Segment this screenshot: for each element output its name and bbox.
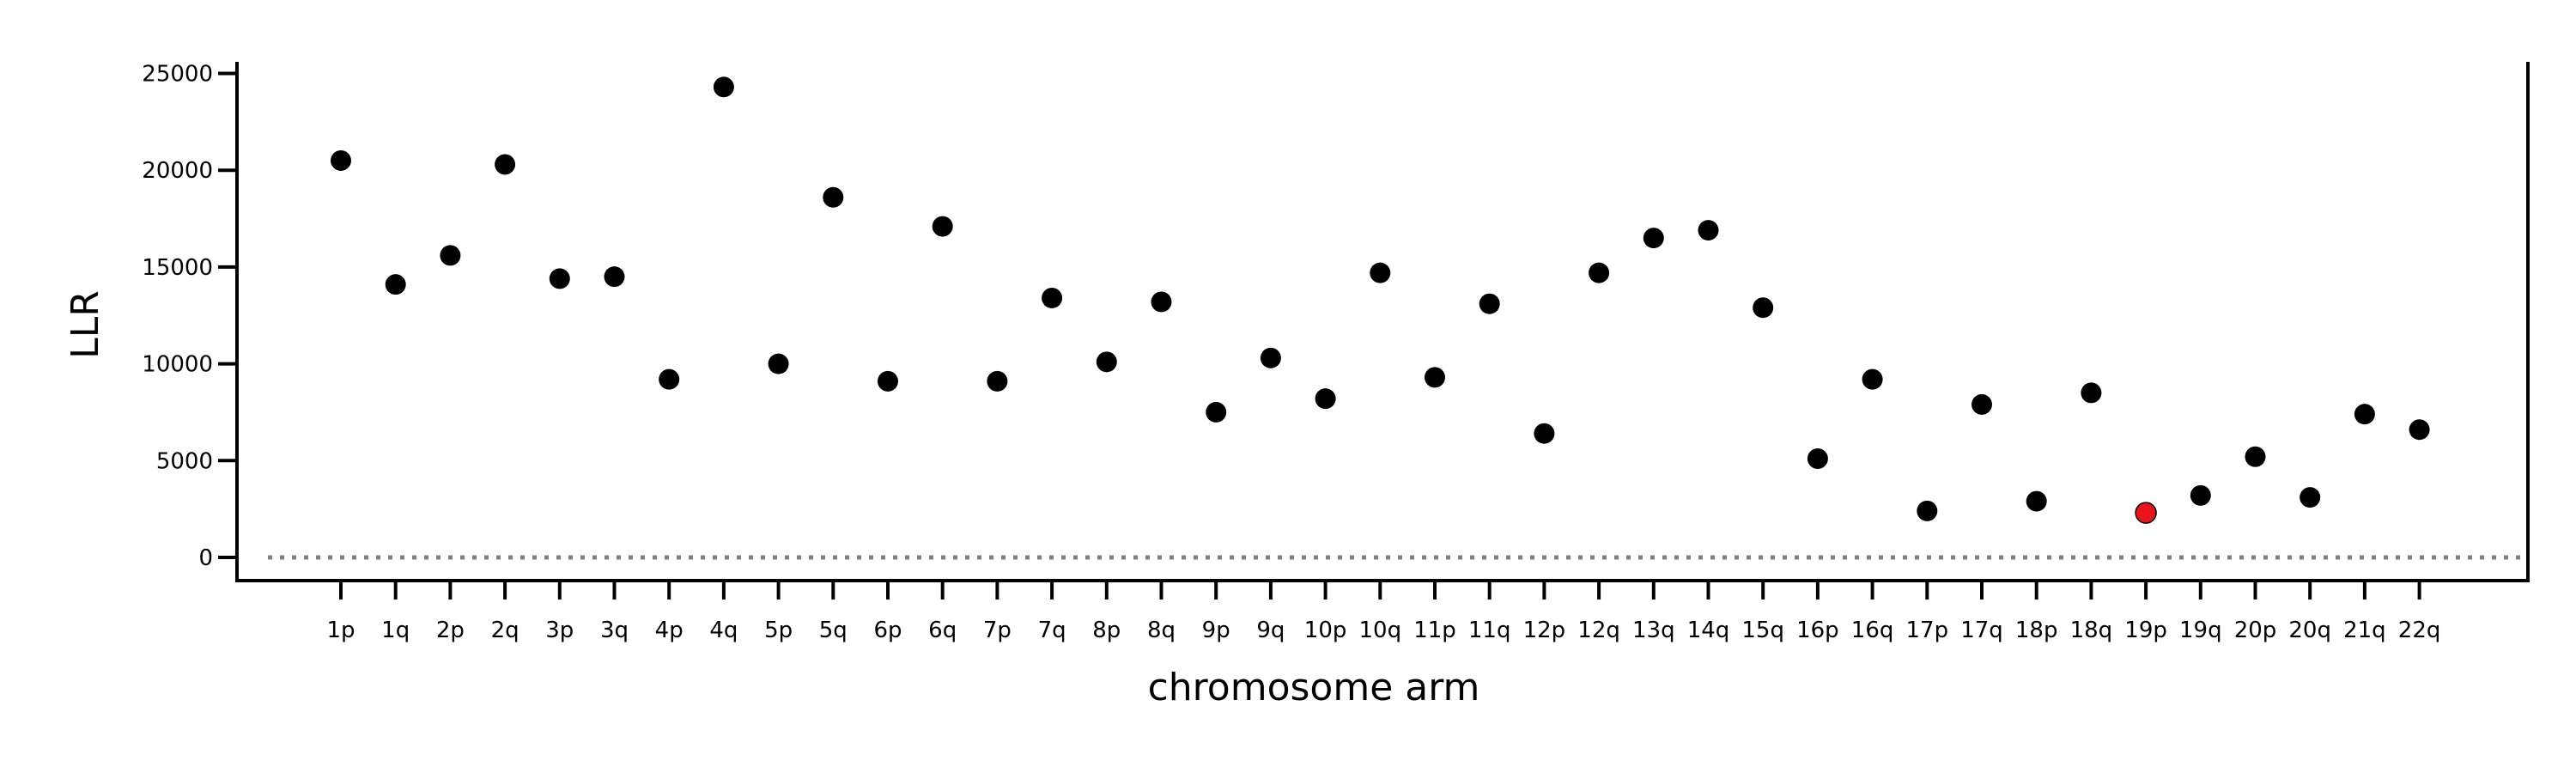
data-point [1260,347,1281,368]
y-axis-label: LLR [64,290,107,359]
x-tick-label: 4p [655,618,683,643]
y-tick-label: 0 [198,545,213,571]
x-tick-label: 19p [2124,618,2167,643]
data-point [2190,484,2211,506]
data-point [1643,228,1664,249]
x-tick-label: 20q [2288,618,2331,643]
x-tick-label: 3p [545,618,574,643]
x-tick-label: 1q [381,618,410,643]
highlighted-data-point [2135,502,2157,524]
x-tick-label: 6p [873,618,902,643]
data-point [2026,490,2047,512]
data-point [2409,419,2430,441]
data-points [331,76,2430,524]
x-tick-label: 22q [2398,618,2441,643]
data-point [713,76,734,98]
y-tick-label: 10000 [142,352,213,378]
data-point [1151,291,1172,313]
data-point [987,370,1008,392]
data-point [1370,262,1391,283]
x-tick-label: 2p [436,618,465,643]
x-tick-label: 10q [1359,618,1402,643]
data-point [1589,262,1610,283]
x-tick-label: 16p [1796,618,1839,643]
y-tick-label: 5000 [156,448,213,474]
y-tick-label: 25000 [142,62,213,88]
x-tick-label: 11q [1468,618,1511,643]
data-point [549,268,570,289]
x-tick-label: 15q [1741,618,1784,643]
data-point [1096,351,1117,373]
data-point [1862,368,1883,390]
data-point [440,245,461,266]
x-tick-label: 20p [2234,618,2277,643]
data-point [2300,487,2321,508]
data-point [1206,401,1227,423]
data-point [932,216,953,237]
axes-layer [235,62,2530,582]
data-point [659,368,680,390]
data-point [1315,388,1336,410]
data-point [495,154,516,175]
x-tick-label: 7q [1038,618,1066,643]
data-point [1698,220,1719,241]
data-point [331,149,351,171]
x-tick-label: 14q [1687,618,1730,643]
x-tick-label: 5p [764,618,793,643]
data-point [1479,293,1500,314]
x-tick-label: 6q [928,618,957,643]
data-point [2354,404,2375,425]
data-point [2245,446,2266,467]
x-tick-label: 1p [326,618,355,643]
data-point [1807,448,1828,470]
x-tick-label: 16q [1851,618,1894,643]
data-point [2081,382,2102,404]
x-tick-label: 12p [1523,618,1566,643]
x-tick-label: 19q [2179,618,2222,643]
x-ticks: 1p 1q 2p 2q 3p 3q 4p 4q 5p 5q 6p 6q 7p 7q 8p 8q 9p 9q 10p 1… [326,581,2440,643]
x-tick-label: 18p [2015,618,2058,643]
x-axis-label: chromosome arm [1148,666,1480,709]
data-point [1042,287,1063,308]
data-point [1534,423,1555,444]
x-tick-label: 17p [1906,618,1949,643]
x-tick-label: 21q [2343,618,2386,643]
y-tick-label: 20000 [142,158,213,184]
x-tick-label: 3q [600,618,629,643]
x-tick-label: 13q [1632,618,1675,643]
data-point [1753,297,1774,319]
x-tick-label: 12q [1577,618,1620,643]
data-point [878,370,898,392]
y-tick-label: 15000 [142,255,213,281]
x-tick-label: 7p [983,618,1012,643]
x-tick-label: 4q [709,618,738,643]
data-point [1971,393,1992,415]
data-point [823,186,844,208]
x-tick-label: 2q [491,618,519,643]
data-point [385,274,406,295]
x-tick-label: 9p [1202,618,1230,643]
data-point [1425,367,1445,388]
x-tick-label: 8p [1092,618,1121,643]
data-point [768,353,789,374]
x-tick-label: 9q [1256,618,1285,643]
x-tick-label: 18q [2070,618,2113,643]
x-tick-label: 10p [1304,618,1347,643]
x-tick-label: 5q [819,618,848,643]
data-point [604,266,625,288]
x-tick-label: 11p [1413,618,1456,643]
y-ticks: 0 5000 10000 15000 20000 25000 [142,62,237,571]
data-point [1917,500,1938,521]
x-tick-label: 8q [1147,618,1176,643]
x-tick-label: 17q [1960,618,2003,643]
